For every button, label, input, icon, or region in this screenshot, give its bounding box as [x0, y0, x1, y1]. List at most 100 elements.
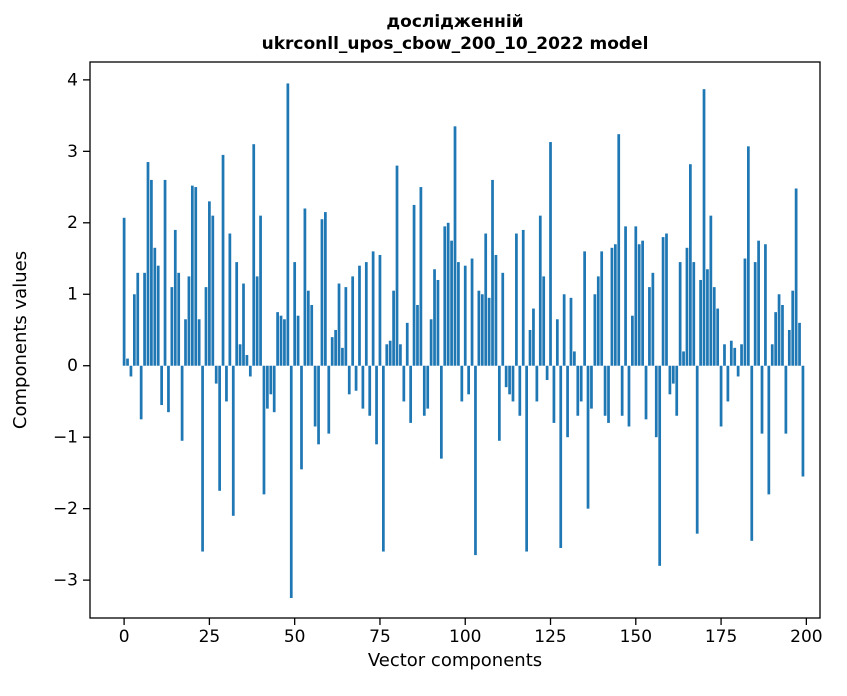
bar: [347, 365, 351, 395]
bar: [528, 329, 532, 366]
bar: [627, 365, 631, 427]
bar: [170, 287, 174, 366]
bar: [218, 365, 221, 491]
bar: [358, 265, 361, 366]
bar: [443, 226, 447, 366]
bar: [695, 365, 699, 534]
bar: [392, 290, 395, 366]
bar: [272, 365, 276, 413]
bar: [262, 365, 266, 495]
bar: [525, 365, 528, 552]
bar: [460, 365, 464, 402]
bar: [671, 365, 675, 384]
bar: [177, 272, 181, 366]
y-tick-label: 2: [67, 213, 78, 233]
bar: [259, 215, 262, 366]
bar: [740, 344, 743, 366]
bar: [501, 272, 505, 366]
bar: [494, 254, 498, 366]
bar: [668, 365, 672, 395]
bar: [747, 146, 750, 366]
bar: [532, 308, 535, 366]
x-axis-label: Vector components: [368, 650, 542, 671]
bar: [412, 204, 416, 366]
bar: [491, 179, 494, 366]
bar: [463, 265, 467, 366]
bar: [225, 365, 228, 402]
y-tick-label: 0: [67, 356, 78, 376]
bar: [610, 247, 614, 366]
bar: [422, 365, 426, 416]
bar: [354, 365, 358, 391]
bar: [457, 262, 460, 366]
bar: [682, 351, 685, 366]
y-tick-label: 4: [67, 70, 78, 90]
bar: [477, 290, 481, 366]
bar: [504, 365, 508, 388]
bar: [791, 290, 795, 366]
bar: [327, 365, 331, 434]
bar: [631, 315, 634, 366]
bar: [535, 365, 539, 402]
bar: [593, 294, 597, 366]
bar: [214, 365, 218, 384]
bar: [624, 226, 627, 366]
x-tick-label: 150: [620, 627, 652, 647]
bar: [542, 276, 546, 366]
bar: [508, 365, 511, 395]
bar: [211, 215, 215, 366]
bar: [654, 365, 658, 438]
bar: [484, 233, 488, 366]
bar: [586, 365, 590, 509]
bar: [289, 365, 293, 598]
bar: [395, 165, 399, 366]
bar: [665, 233, 668, 366]
bar: [208, 201, 211, 366]
bar: [439, 365, 443, 459]
bar: [497, 365, 501, 441]
bar: [559, 365, 563, 548]
bar: [143, 272, 146, 366]
bar: [320, 219, 324, 366]
bar: [330, 337, 334, 366]
bar: [399, 344, 402, 366]
bar: [579, 365, 583, 402]
bar: [184, 319, 187, 366]
bar: [658, 365, 662, 566]
bar: [480, 294, 484, 366]
bar: [163, 179, 167, 366]
x-tick-label: 0: [119, 627, 130, 647]
bar: [617, 134, 621, 366]
bar: [310, 304, 314, 366]
bar: [600, 251, 604, 366]
bar: [351, 276, 355, 366]
bar: [767, 365, 771, 495]
bar: [194, 187, 198, 366]
bar: [238, 344, 242, 366]
bar: [576, 365, 580, 416]
bar: [774, 312, 778, 366]
bar: [583, 251, 586, 366]
bar: [132, 294, 136, 366]
bar: [467, 365, 471, 395]
x-tick-label: 200: [790, 627, 822, 647]
bar: [409, 365, 413, 423]
bar: [562, 294, 566, 366]
x-tick-label: 50: [284, 627, 306, 647]
bar: [511, 365, 515, 402]
bar: [678, 262, 682, 366]
bar: [545, 365, 549, 381]
bar: [235, 262, 239, 366]
bar: [736, 365, 740, 377]
bar: [692, 262, 696, 366]
bar: [382, 365, 385, 552]
bar: [245, 355, 249, 366]
bar: [433, 269, 436, 366]
bar: [368, 365, 372, 416]
bar: [190, 185, 194, 366]
bar: [231, 365, 235, 516]
bar: [204, 287, 208, 366]
y-axis-ticks: −3 −2 −1 0 1 2 3 4: [53, 70, 90, 591]
bar: [590, 365, 593, 409]
